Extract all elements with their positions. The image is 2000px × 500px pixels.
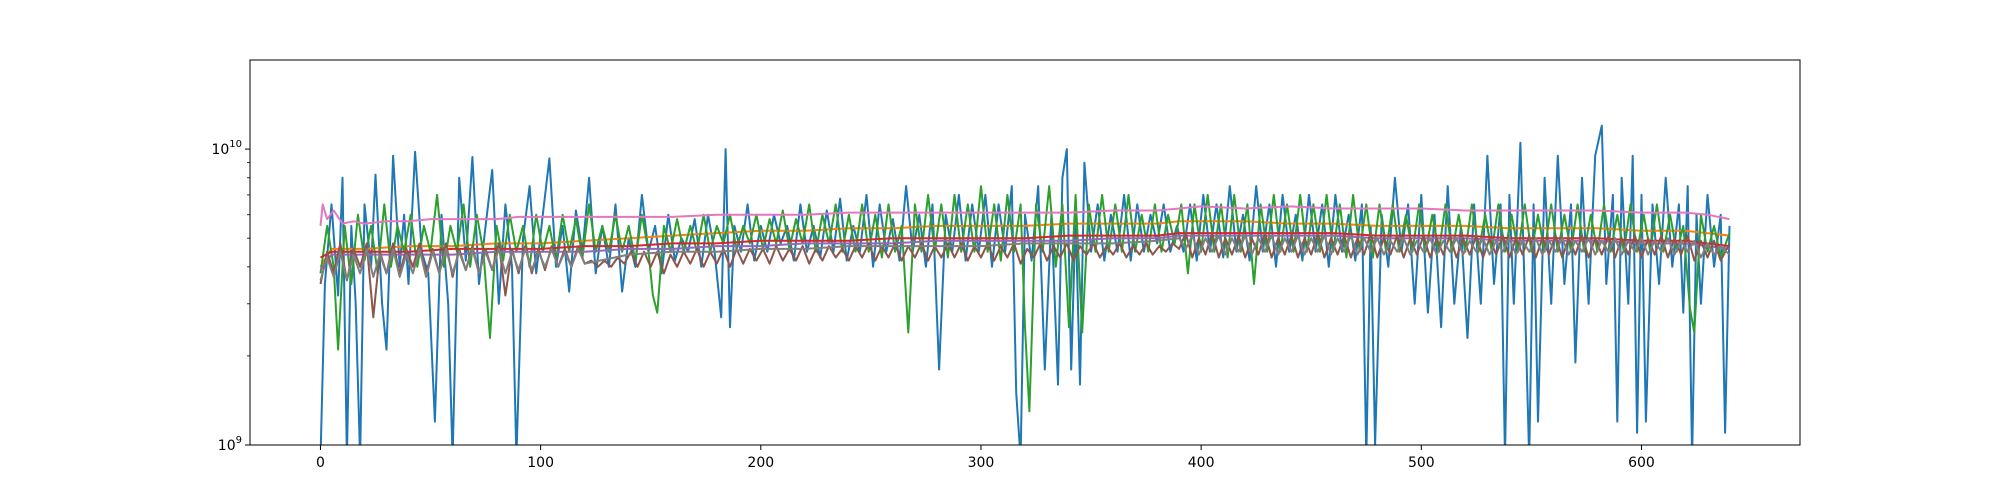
series-line-8 [319, 234, 1731, 282]
y-tick-exponent: 9 [236, 435, 242, 446]
series-line-1 [319, 124, 1731, 445]
y-tick-exponent: 10 [229, 139, 242, 150]
x-tick-label: 100 [527, 455, 554, 471]
x-tick-label: 0 [316, 455, 325, 471]
x-tick-label: 600 [1628, 455, 1655, 471]
x-tick-label: 300 [968, 455, 995, 471]
y-tick-label: 109 [218, 435, 242, 454]
x-tick-label: 500 [1408, 455, 1435, 471]
y-tick-label: 1010 [211, 139, 242, 158]
series-layer [319, 124, 1731, 445]
y-tick-base: 10 [218, 438, 236, 454]
plot-frame [249, 59, 1801, 446]
series-line-7 [319, 203, 1730, 227]
x-axis: 0 100 200 300 400 500 600 [316, 445, 1655, 471]
y-tick-base: 10 [211, 142, 229, 158]
x-tick-label: 400 [1188, 455, 1215, 471]
x-tick-label: 200 [747, 455, 774, 471]
